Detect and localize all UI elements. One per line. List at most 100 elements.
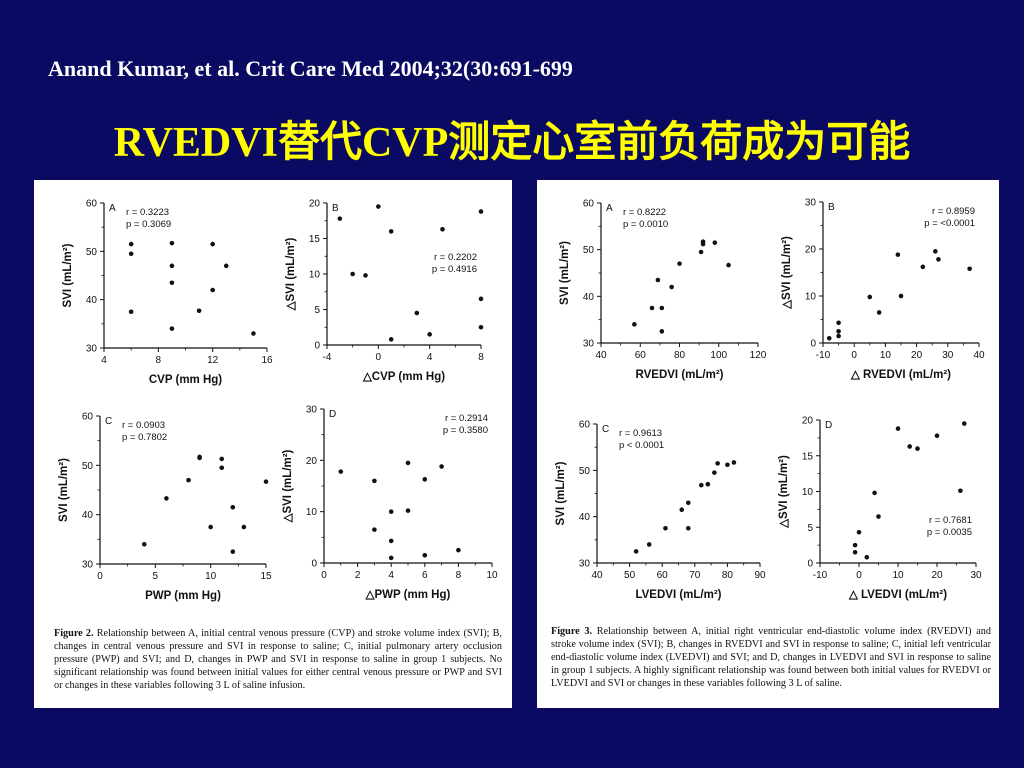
y-tick-label: 0: [807, 559, 813, 570]
x-tick-label: 0: [321, 570, 327, 581]
figure-3-caption-text: Relationship between A, initial right ve…: [551, 626, 991, 689]
stat-r-value: r = 0.7681: [929, 515, 972, 526]
x-tick-label: 40: [973, 350, 985, 361]
y-tick-label: 15: [802, 451, 814, 462]
data-point: [864, 554, 870, 560]
data-point: [852, 549, 858, 555]
x-tick-label: 6: [422, 570, 428, 581]
data-point: [677, 261, 682, 266]
x-tick-label: 4: [388, 570, 394, 581]
data-point: [700, 241, 706, 247]
x-tick-label: 0: [376, 352, 382, 363]
chart-f2d: 0 10 20 30 0 2 4 6 8 10 △PWP (mm Hg) △SVI (mL/m²) D r…: [282, 405, 498, 602]
data-point: [478, 324, 484, 330]
x-axis-label: CVP (mm Hg): [149, 374, 222, 386]
data-point: [363, 273, 368, 278]
x-tick-label: 4: [427, 352, 433, 363]
panel-letter: D: [825, 420, 832, 431]
x-tick-label: 20: [931, 570, 943, 581]
data-point: [895, 252, 901, 257]
y-axis-label: △SVI (mL/m²): [285, 237, 297, 311]
data-point: [337, 216, 343, 221]
stat-p-value: p < 0.0001: [619, 440, 664, 451]
y-tick-label: 20: [802, 416, 814, 427]
data-point: [725, 462, 730, 468]
data-point: [210, 287, 215, 293]
x-tick-label: 60: [635, 350, 647, 361]
stat-p-value: p = 0.0035: [927, 527, 972, 538]
stat-p-value: p = <0.0001: [924, 218, 975, 229]
stat-p-value: p = 0.0010: [623, 219, 668, 230]
data-point: [876, 514, 881, 519]
x-tick-label: 60: [657, 570, 669, 581]
data-point: [685, 500, 691, 506]
stat-p-value: p = 0.7802: [122, 432, 167, 443]
figure-3-caption-label: Figure 3.: [551, 626, 593, 637]
data-point: [659, 329, 665, 334]
data-point: [712, 240, 718, 245]
slide-title: RVEDVI替代CVP测定心室前负荷成为可能: [113, 120, 911, 166]
chart-f2a: 30 40 50 60 4 8 12 16 CVP (mm Hg) SVI (mL/m²) A r =…: [62, 199, 273, 387]
x-tick-label: 4: [101, 355, 107, 366]
x-tick-label: 20: [911, 350, 923, 361]
figure-3-panel: 30 40 50 60 40 60 80 100 120 RVEDVI (mL/m²) SVI (m…: [537, 180, 999, 708]
panel-letter: C: [105, 416, 112, 427]
data-point: [338, 469, 344, 474]
figure-3-caption: Figure 3. Relationship between A, initia…: [551, 625, 991, 690]
data-point: [856, 529, 862, 535]
data-point: [679, 507, 685, 513]
data-point: [936, 257, 941, 262]
data-point: [388, 229, 394, 234]
x-tick-label: -10: [816, 350, 831, 361]
data-point: [836, 333, 841, 339]
data-point: [169, 326, 175, 331]
data-point: [128, 251, 134, 257]
y-axis-label: SVI (mL/m²): [559, 241, 571, 305]
y-tick-label: 20: [309, 199, 321, 210]
data-point: [876, 310, 882, 315]
x-tick-label: 10: [486, 570, 498, 581]
data-point: [852, 542, 858, 548]
data-point: [388, 337, 394, 342]
x-tick-label: 10: [892, 570, 904, 581]
y-tick-label: 5: [807, 523, 813, 534]
data-point: [169, 280, 175, 286]
y-tick-label: 10: [802, 487, 814, 498]
figure-2-caption-label: Figure 2.: [54, 628, 94, 639]
data-point: [141, 541, 147, 547]
data-point: [649, 305, 655, 311]
x-axis-label: △ RVEDVI (mL/m²): [850, 369, 951, 381]
data-point: [372, 478, 377, 484]
data-point: [456, 547, 461, 553]
data-point: [826, 336, 832, 341]
x-tick-label: 16: [261, 355, 273, 366]
panel-letter: C: [602, 424, 609, 435]
data-point: [655, 277, 661, 283]
x-tick-label: 30: [942, 350, 954, 361]
x-tick-label: 40: [595, 350, 607, 361]
stat-r-value: r = 0.9613: [619, 428, 662, 439]
data-point: [223, 263, 229, 269]
data-point: [169, 263, 175, 269]
x-axis-label: RVEDVI (mL/m²): [636, 369, 724, 381]
x-tick-label: 0: [851, 350, 857, 361]
data-point: [663, 525, 668, 531]
y-tick-label: 0: [810, 339, 816, 350]
x-tick-label: 2: [355, 570, 361, 581]
x-tick-label: 80: [722, 570, 734, 581]
x-tick-label: 5: [153, 571, 159, 582]
stat-r-value: r = 0.2914: [445, 413, 488, 424]
x-tick-label: 40: [591, 570, 603, 581]
x-tick-label: 10: [880, 350, 892, 361]
y-tick-label: 10: [309, 270, 321, 281]
x-tick-label: 80: [674, 350, 686, 361]
y-tick-label: 15: [309, 234, 321, 245]
x-tick-label: -10: [813, 570, 828, 581]
y-tick-label: 40: [82, 510, 94, 521]
data-point: [439, 464, 444, 469]
y-axis-label: △SVI (mL/m²): [282, 449, 294, 523]
data-point: [169, 240, 175, 246]
x-axis-label: △ LVEDVI (mL/m²): [848, 589, 947, 601]
data-point: [934, 433, 940, 439]
